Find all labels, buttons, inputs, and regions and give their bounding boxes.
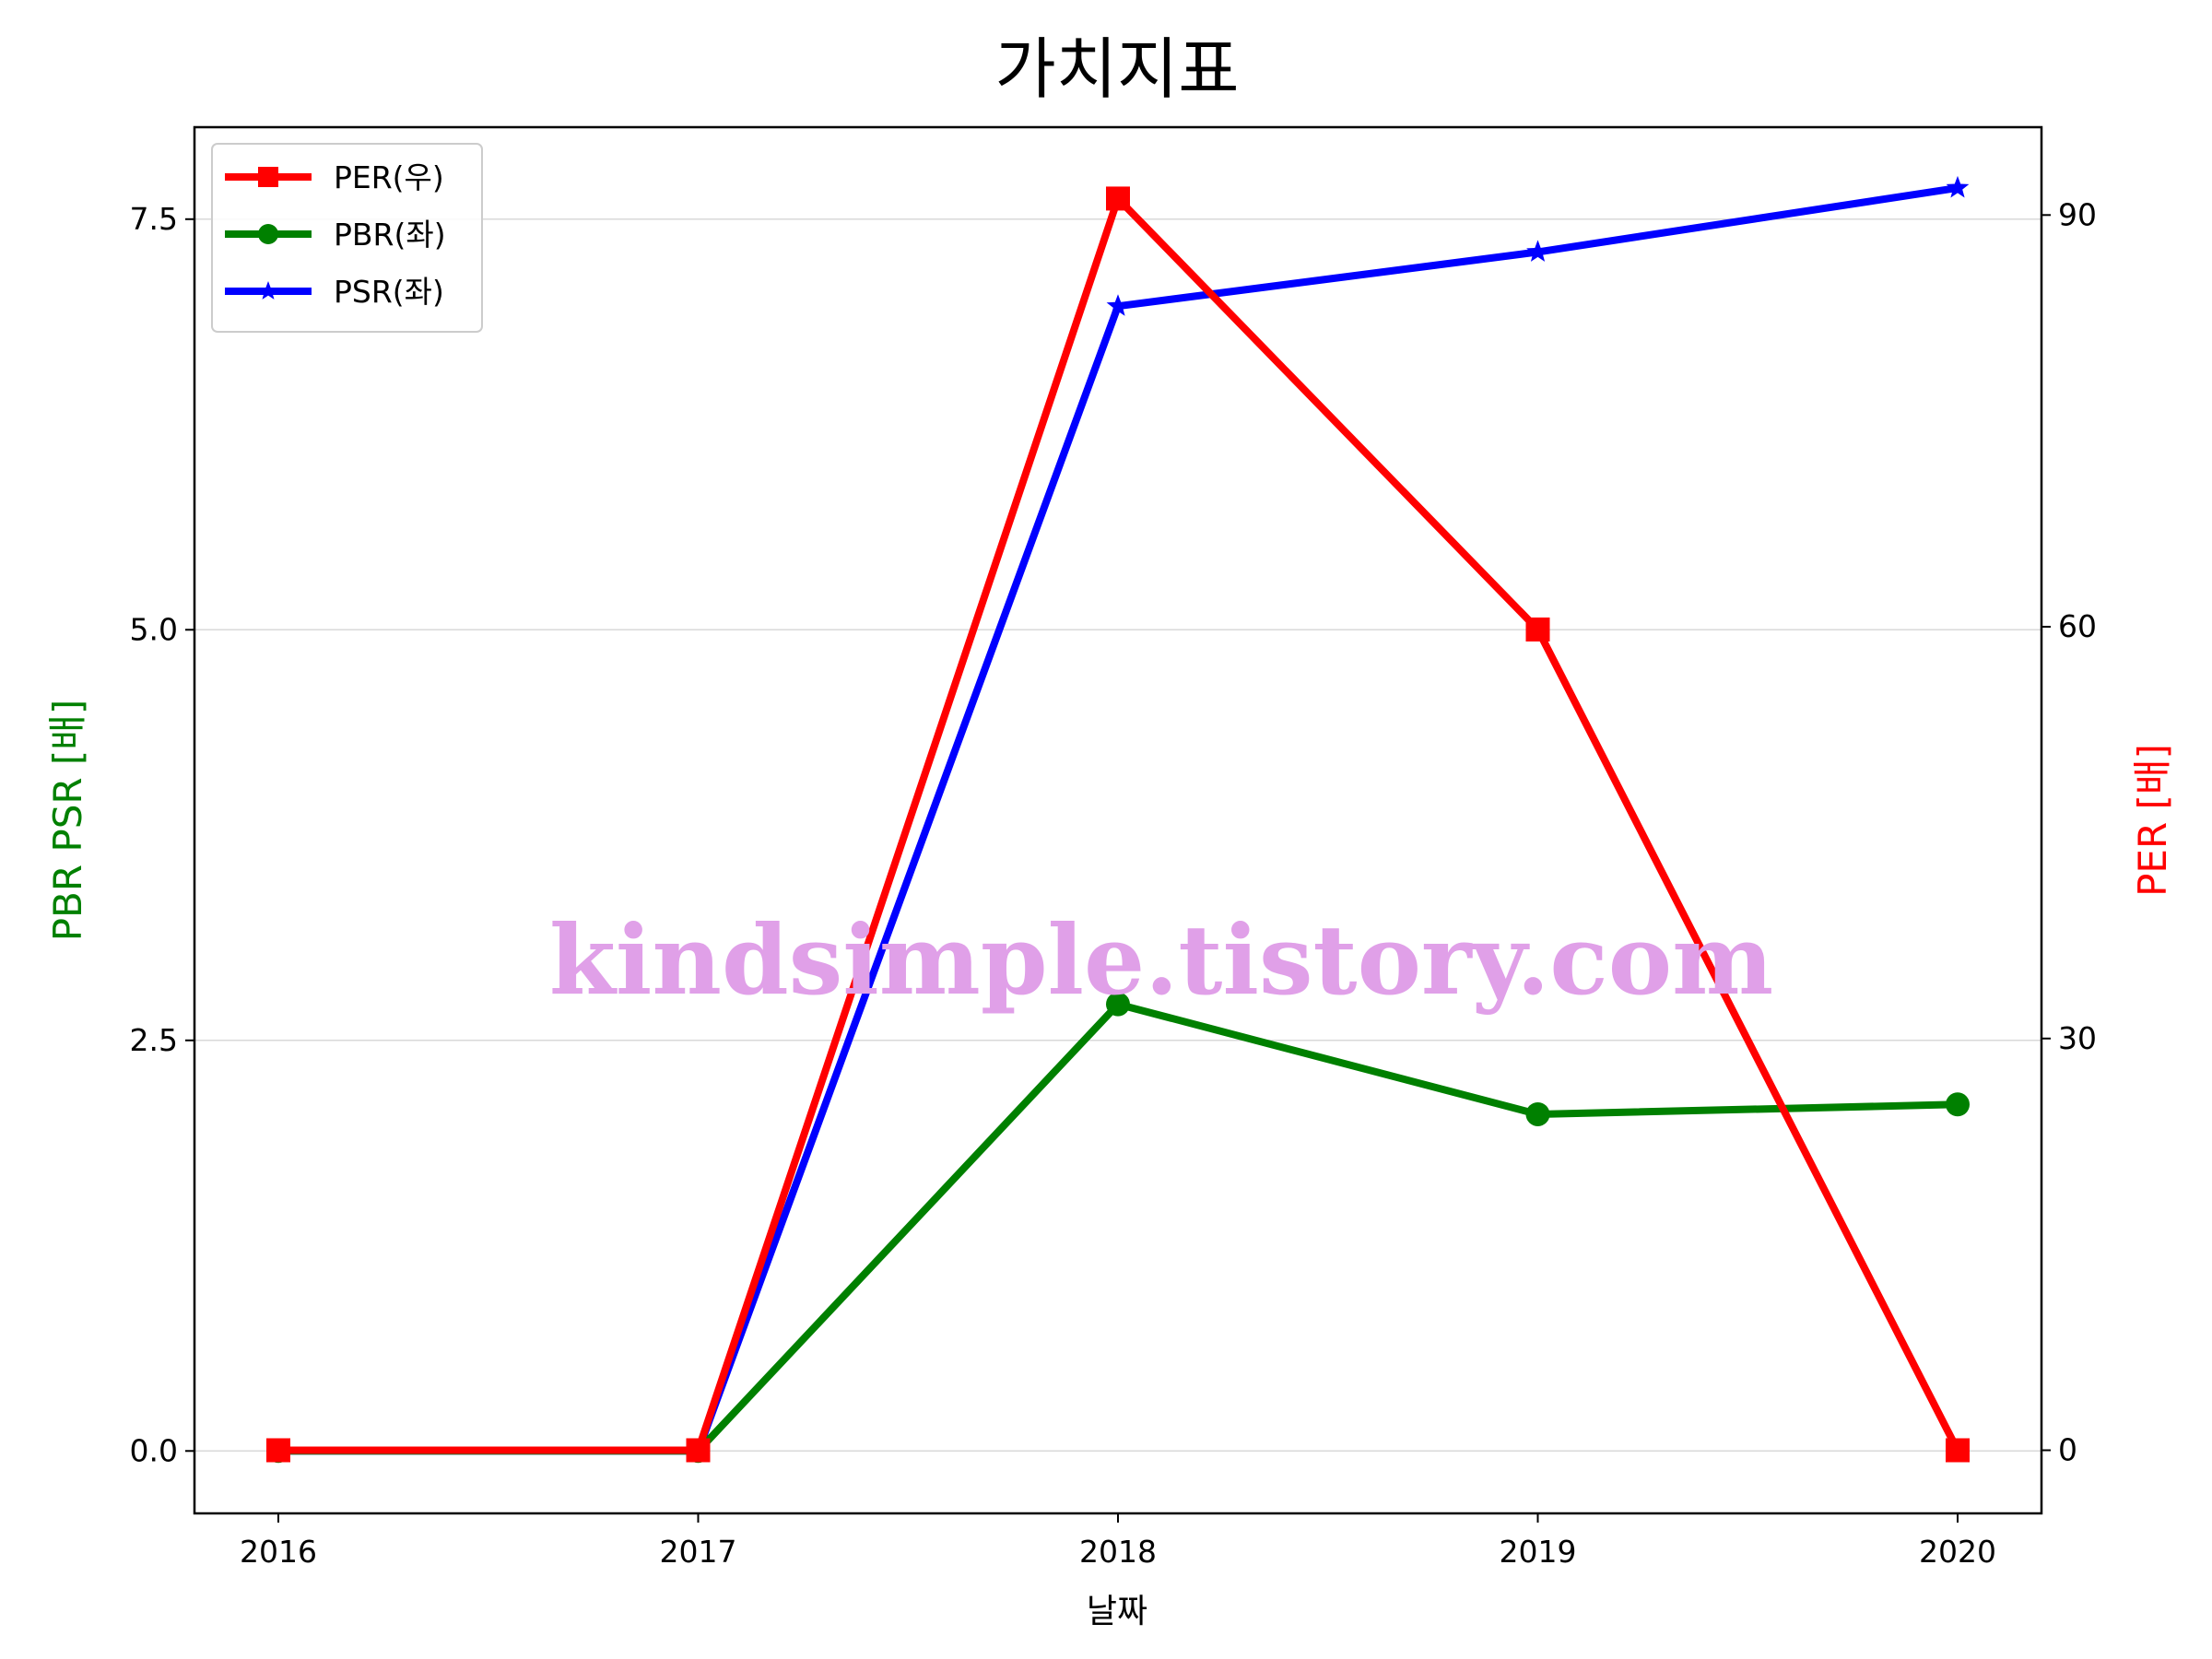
data-point-square: [258, 167, 278, 187]
plot-series: [266, 175, 1970, 1464]
left-y-axis-label: PBR PSR [배]: [45, 700, 90, 942]
right-y-tick-label: 30: [2058, 1020, 2097, 1056]
data-point-circle: [1946, 1092, 1970, 1117]
x-tick-label: 2016: [240, 1534, 317, 1570]
x-tick-label: 2020: [1919, 1534, 1996, 1570]
plot-frame: [193, 125, 2043, 1515]
legend-box: [211, 143, 483, 333]
x-axis-label: 날짜: [1087, 1593, 1147, 1630]
right-y-axis-label: PER [배]: [2130, 744, 2175, 897]
data-point-square: [266, 1438, 290, 1463]
series-PBR(좌): [266, 992, 1970, 1464]
data-point-square: [1946, 1438, 1970, 1463]
left-y-tick-label: 2.5: [130, 1022, 178, 1058]
data-point-square: [686, 1438, 711, 1463]
data-point-star: [1946, 175, 1970, 198]
x-tick-label: 2019: [1500, 1534, 1577, 1570]
left-y-tick-label: 5.0: [130, 611, 178, 647]
data-point-star: [1526, 240, 1549, 262]
right-y-tick-label: 90: [2058, 196, 2097, 232]
x-tick-label: 2017: [660, 1534, 737, 1570]
x-tick-label: 2018: [1079, 1534, 1157, 1570]
series-PER(우): [266, 186, 1970, 1463]
series-line: [278, 194, 1961, 1454]
data-point-star: [1106, 294, 1130, 316]
data-point-square: [1106, 186, 1130, 211]
right-y-tick-label: 0: [2058, 1432, 2077, 1468]
right-y-tick-label: 60: [2058, 608, 2097, 644]
chart-title: 가치지표: [995, 30, 1240, 108]
series-PSR(좌): [266, 175, 1970, 1461]
watermark: kindsimple.tistory.com: [549, 903, 1773, 1017]
legend-label: PSR(좌): [334, 274, 444, 310]
legend: PER(우) PBR(좌) PSR(좌): [211, 143, 483, 333]
legend-label: PBR(좌): [334, 217, 446, 253]
series-line: [278, 183, 1959, 1455]
legend-entry: PBR(좌): [225, 217, 446, 253]
data-point-star: [258, 281, 278, 300]
left-y-tick-label: 7.5: [130, 201, 178, 237]
right-y-axis-ticks: 0 30 60 90: [2041, 196, 2097, 1468]
series-line: [278, 1000, 1959, 1455]
data-point-square: [1525, 618, 1550, 642]
data-point-circle: [1525, 1101, 1550, 1126]
legend-entry: PER(우): [225, 159, 444, 195]
legend-entry: PSR(좌): [225, 274, 444, 310]
gridlines: [194, 218, 2041, 1453]
x-axis-ticks: 2016 2017 2018 2019 2020: [240, 1513, 1996, 1570]
data-point-circle: [258, 224, 278, 244]
data-point-circle: [1106, 992, 1130, 1017]
legend-label: PER(우): [334, 159, 444, 195]
left-y-tick-label: 0.0: [130, 1432, 178, 1468]
left-y-axis-ticks: 0.0 2.5 5.0 7.5: [130, 201, 194, 1468]
